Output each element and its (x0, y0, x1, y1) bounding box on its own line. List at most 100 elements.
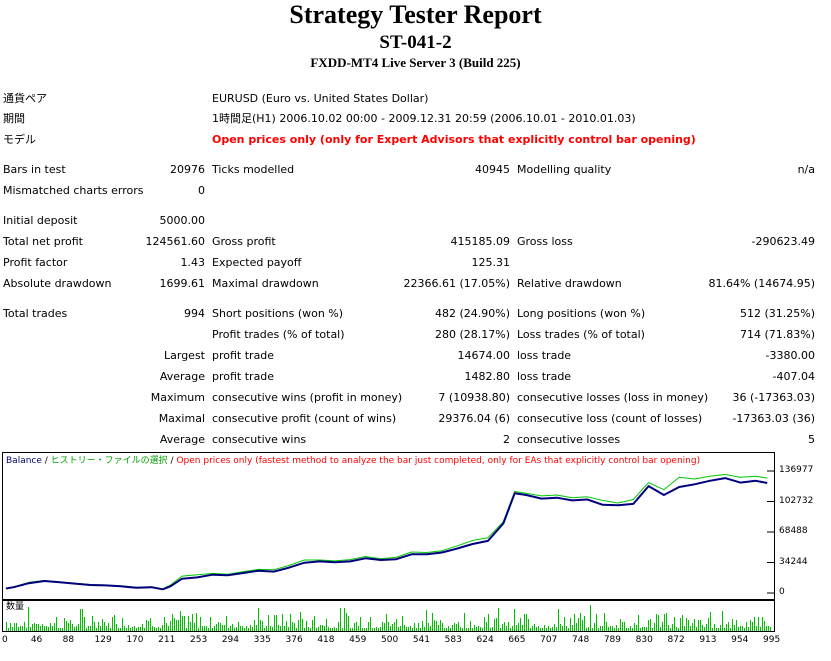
volume-bar (24, 622, 25, 631)
volume-bar (32, 624, 33, 631)
volume-bar (6, 622, 7, 631)
volume-bar (60, 628, 61, 631)
rel-drawdown-label: Relative drawdown (517, 277, 622, 290)
volume-bar (504, 622, 505, 631)
long-positions-label: Long positions (won %) (517, 307, 646, 320)
long-positions-value: 512 (31.25%) (739, 307, 815, 320)
volume-bar (542, 628, 543, 631)
volume-bar (580, 613, 581, 631)
volume-bar (680, 618, 681, 631)
volume-bar (152, 626, 153, 631)
volume-bar (354, 623, 355, 631)
volume-bar (290, 614, 291, 631)
volume-bar (616, 625, 617, 631)
profit-factor-label: Profit factor (3, 256, 68, 269)
volume-bar (674, 617, 675, 631)
volume-bar (636, 625, 637, 631)
volume-bar (458, 622, 459, 631)
x-tick-label: 541 (412, 635, 431, 645)
x-tick-label: 129 (94, 635, 112, 645)
volume-bar (754, 617, 755, 631)
chart-legend: Balance / ヒストリー・ファイルの選択 / Open prices on… (6, 456, 700, 467)
volume-bar (386, 614, 387, 631)
average-profit-label: profit trade (212, 370, 275, 383)
x-tick-label: 459 (349, 635, 367, 645)
volume-bar (490, 628, 491, 631)
max-cons-wins-value: 7 (10938.80) (438, 391, 510, 404)
payoff-label: Expected payoff (212, 256, 302, 269)
volume-bar (96, 628, 97, 631)
abs-drawdown-label: Absolute drawdown (3, 277, 112, 290)
avg-cons-wins-value: 2 (503, 433, 510, 446)
volume-bar (392, 624, 393, 631)
volume-bar (228, 628, 229, 631)
volume-bar (706, 624, 707, 631)
symbol-value: EURUSD (Euro vs. United States Dollar) (212, 92, 429, 105)
volume-bar (94, 622, 95, 631)
rel-drawdown-value: 81.64% (14674.95) (708, 277, 815, 290)
volume-bar (178, 620, 179, 631)
total-trades-value: 994 (184, 307, 205, 320)
volume-bar (570, 618, 571, 631)
volume-bar (374, 628, 375, 631)
volume-bar (208, 628, 209, 631)
volume-bar (272, 627, 273, 631)
abs-drawdown-value: 1699.61 (159, 277, 206, 290)
volume-bar (646, 627, 647, 631)
volume-bar (482, 628, 483, 631)
volume-bar (682, 615, 683, 631)
volume-bar (732, 619, 733, 631)
balance-chart-plot (5, 470, 774, 594)
volume-bar (494, 619, 495, 631)
volume-bar (326, 619, 327, 631)
ticks-label: Ticks modelled (212, 163, 295, 176)
volume-bar (536, 627, 537, 631)
net-profit-label: Total net profit (3, 235, 83, 248)
volume-bar (550, 628, 551, 631)
volume-bars (6, 605, 771, 631)
x-tick-label: 376 (285, 635, 303, 645)
volume-bar (240, 626, 241, 631)
volume-bar (618, 628, 619, 631)
volume-bar (578, 618, 579, 631)
volume-bar (476, 627, 477, 631)
volume-bar (312, 620, 313, 631)
volume-bar (430, 626, 431, 631)
largest-label: Largest (164, 349, 205, 362)
volume-bar (422, 621, 423, 631)
bars-value: 20976 (170, 163, 205, 176)
volume-bar (224, 625, 225, 631)
volume-bar (20, 626, 21, 631)
volume-bar (746, 622, 747, 631)
volume-bar (426, 610, 427, 631)
volume-bar (532, 626, 533, 631)
volume-bar (196, 613, 197, 631)
volume-bar (436, 621, 437, 631)
volume-bar (254, 620, 255, 631)
volume-bar (30, 627, 31, 631)
volume-bar (292, 622, 293, 631)
volume-bar (756, 626, 757, 631)
volume-bar (176, 620, 177, 631)
volume-bar (98, 622, 99, 631)
volume-bar (648, 620, 649, 631)
max-drawdown-value: 22366.61 (17.05%) (403, 277, 510, 290)
volume-bar (524, 614, 525, 631)
volume-bar (34, 623, 35, 631)
volume-bar (322, 625, 323, 631)
volume-bar (516, 625, 517, 631)
deposit-value: 5000.00 (159, 214, 206, 227)
volume-bar (620, 619, 621, 631)
volume-bar (246, 626, 247, 631)
profit-trades-label: Profit trades (% of total) (212, 328, 345, 341)
volume-bar (716, 628, 717, 631)
mismatch-value: 0 (198, 184, 205, 197)
volume-bar (332, 628, 333, 631)
volume-bar (308, 627, 309, 631)
volume-bar (148, 621, 149, 631)
volume-bar (116, 624, 117, 631)
legend-mode: Open prices only (fastest method to anal… (176, 456, 701, 466)
volume-bar (770, 627, 771, 631)
volume-bar (356, 622, 357, 631)
maximal-profit-value: 29376.04 (6) (438, 412, 510, 425)
